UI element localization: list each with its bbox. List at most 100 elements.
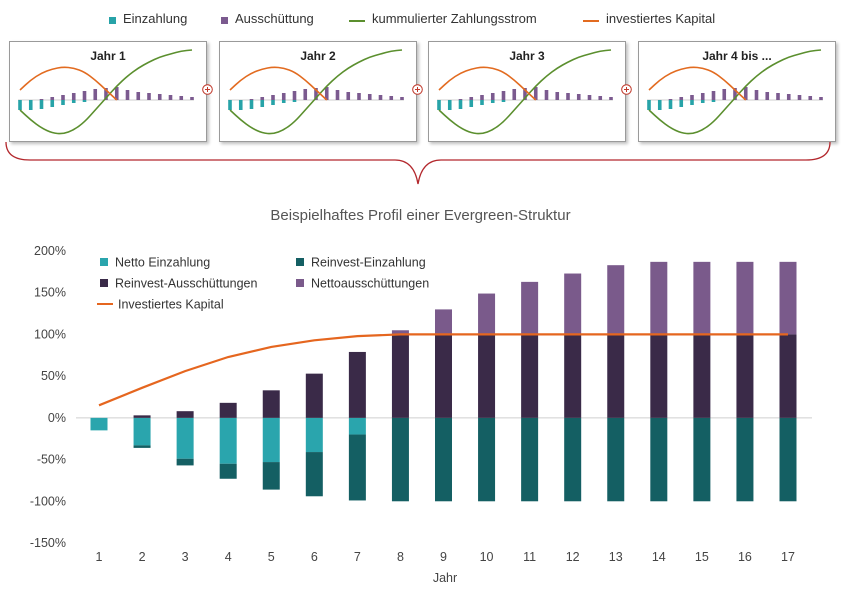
mini-ausschuettung-bar — [324, 87, 329, 100]
mini-ausschuettung-bar — [733, 88, 737, 100]
legend-label: Nettoausschüttungen — [311, 277, 429, 291]
x-tick-label: 12 — [566, 550, 580, 564]
panel-jahr-2: Jahr 2 — [219, 41, 417, 142]
mini-ausschuettung-bar — [179, 96, 184, 100]
mini-einzahlung-bar — [61, 100, 65, 105]
legend-kumuliert-line — [349, 20, 365, 22]
mini-ausschuettung-bar — [668, 99, 673, 100]
bar-4-year-8 — [391, 330, 409, 335]
bar-2-year-13 — [607, 417, 625, 502]
bar-3-year-11 — [521, 334, 539, 418]
mini-ausschuettung-bar — [292, 91, 297, 100]
mini-einzahlung-bar — [249, 100, 254, 109]
x-tick-label: 17 — [781, 550, 795, 564]
mini-ausschuettung-bar — [819, 97, 823, 100]
y-tick-label: -50% — [37, 453, 66, 467]
panel-jahr-3: Jahr 3 — [428, 41, 626, 142]
bar-1-year-2 — [133, 417, 151, 446]
x-axis-label: Jahr — [433, 571, 457, 585]
mini-kumuliert-line — [648, 49, 822, 135]
legend-label: Reinvest-Einzahlung — [311, 256, 426, 270]
bar-2-year-12 — [564, 417, 582, 502]
y-tick-label: -150% — [30, 536, 66, 550]
panel-jahr-4: Jahr 4 bis ... — [638, 41, 836, 142]
mini-ausschuettung-bar — [523, 88, 527, 100]
x-tick-label: 8 — [397, 550, 404, 564]
mini-einzahlung-bar — [700, 100, 705, 103]
mini-ausschuettung-bar — [743, 87, 748, 100]
mini-ausschuettung-bar — [566, 93, 570, 100]
bar-3-year-9 — [435, 334, 452, 418]
x-tick-label: 2 — [139, 550, 146, 564]
x-tick-label: 11 — [523, 550, 536, 564]
mini-chart-jahr-4 — [647, 49, 823, 135]
panel-jahr-1: Jahr 1 — [9, 41, 207, 142]
mini-einzahlung-bar — [490, 100, 495, 103]
y-tick-label: 200% — [34, 244, 66, 258]
panel-title: Jahr 2 — [300, 49, 336, 63]
legend-investiert-label: investiertes Kapital — [606, 11, 716, 26]
y-tick-label: 100% — [34, 327, 66, 341]
mini-ausschuettung-bar — [544, 90, 549, 100]
y-tick-label: 150% — [34, 286, 66, 300]
mini-ausschuettung-bar — [587, 95, 592, 100]
mini-einzahlung-bar — [71, 100, 76, 103]
bar-1-year-6 — [305, 417, 323, 453]
bar-3-year-13 — [607, 334, 625, 418]
panel-title: Jahr 1 — [90, 49, 126, 63]
mini-einzahlung-bar — [668, 100, 673, 109]
mini-einzahlung-bar — [501, 100, 506, 102]
mini-ausschuettung-bar — [168, 95, 173, 100]
bar-1-year-3 — [176, 417, 194, 459]
x-tick-label: 6 — [311, 550, 318, 564]
mini-einzahlung-bar — [657, 100, 662, 110]
bar-4-year-12 — [564, 273, 582, 335]
mini-ausschuettung-bar — [271, 95, 275, 100]
bar-4-year-10 — [478, 293, 496, 335]
bar-2-year-10 — [478, 417, 496, 502]
mini-ausschuettung-bar — [700, 93, 705, 100]
mini-einzahlung-bar — [447, 100, 452, 110]
mini-ausschuettung-bar — [114, 87, 119, 100]
bar-2-year-3 — [176, 458, 194, 466]
mini-einzahlung-bar — [50, 100, 55, 107]
bar-3-year-17 — [779, 334, 797, 418]
mini-chart-jahr-1 — [18, 49, 194, 135]
bar-2-year-14 — [650, 417, 668, 502]
bar-2-year-6 — [305, 452, 323, 497]
mini-einzahlung-bar — [679, 100, 684, 107]
mini-ausschuettung-bar — [71, 93, 76, 100]
mini-ausschuettung-bar — [480, 95, 484, 100]
mini-ausschuettung-bar — [50, 97, 55, 100]
mini-ausschuettung-bar — [458, 99, 463, 100]
bar-3-year-6 — [305, 373, 323, 418]
bar-4-year-17 — [779, 261, 797, 335]
mini-ausschuettung-bar — [609, 97, 613, 100]
mini-einzahlung-bar — [480, 100, 484, 105]
mini-ausschuettung-bar — [722, 89, 727, 100]
x-tick-label: 3 — [182, 550, 189, 564]
mini-ausschuettung-bar — [808, 96, 813, 100]
bar-1-year-4 — [219, 417, 237, 464]
mini-einzahlung-bar — [39, 100, 44, 109]
mini-ausschuettung-bar — [147, 93, 151, 100]
bar-2-year-7 — [348, 434, 366, 501]
mini-einzahlung-bar — [228, 100, 232, 110]
bar-4-year-13 — [607, 265, 625, 335]
mini-einzahlung-bar — [28, 100, 33, 110]
mini-chart-jahr-2 — [228, 49, 404, 135]
mini-ausschuettung-bar — [281, 93, 286, 100]
bar-3-year-7 — [348, 351, 366, 418]
legend-swatch — [100, 279, 108, 287]
legend-label: Investiertes Kapital — [118, 298, 224, 312]
bar-3-year-15 — [693, 334, 711, 418]
x-tick-label: 16 — [738, 550, 752, 564]
y-tick-label: -100% — [30, 494, 66, 508]
mini-einzahlung-bar — [711, 100, 716, 102]
bar-2-year-8 — [391, 417, 409, 502]
mini-einzahlung-bar — [281, 100, 286, 103]
legend-label: Reinvest-Ausschüttungen — [115, 277, 257, 291]
mini-einzahlung-bar — [82, 100, 87, 102]
mini-ausschuettung-bar — [378, 95, 383, 100]
